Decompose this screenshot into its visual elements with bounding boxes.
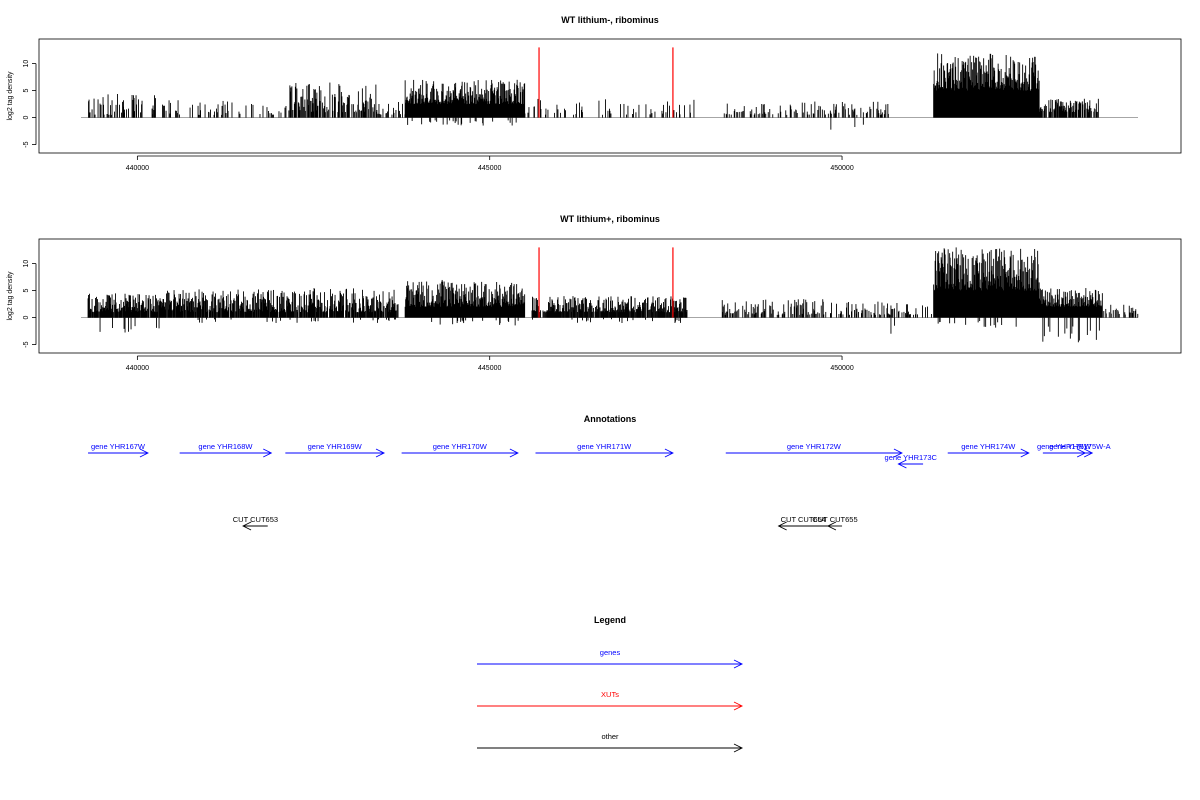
y-tick-label: 0 [23,316,30,320]
gene-label: gene YHR169W [308,442,363,451]
gene-label: gene YHR173C [885,453,938,462]
gene-arrow-head [664,448,674,458]
panel-1-marks: -5 0 5 10 440000 445000 450000 [23,47,1138,172]
gene-label: gene YHR175W-A [1049,442,1110,451]
annotations-title: Annotations [584,414,637,424]
gene-label: gene YHR167W [91,442,146,451]
x-tick-label: 440000 [126,165,149,172]
panel-2-title: WT lithium+, ribominus [560,214,660,224]
gene-arrow-head [1083,448,1094,458]
y-tick-label: 5 [23,89,30,93]
gene-arrow-head [1020,448,1030,458]
gene-label: gene YHR172W [787,442,842,451]
legend-label: other [601,732,619,741]
cut-arrow-head [777,521,787,531]
x-tick-label: 445000 [478,365,501,372]
legend-label: genes [600,648,621,657]
y-tick-label: 10 [23,260,30,268]
legend-arrow-head [733,701,744,711]
gene-label: gene YHR171W [577,442,632,451]
gene-arrow-head [897,459,907,469]
gene-label: gene YHR168W [198,442,253,451]
cut-label: CUT CUT653 [233,515,278,524]
x-tick-label: 450000 [830,165,853,172]
x-tick-label: 450000 [830,365,853,372]
gene-arrow-head [375,448,386,458]
annotation-tracks: gene YHR167W gene YHR168W gene YHR169W gene… [88,442,1111,531]
y-tick-label: 10 [23,60,30,68]
cut-arrow-head [242,521,252,531]
panel-1-title: WT lithium-, ribominus [561,15,659,25]
x-tick-label: 440000 [126,365,149,372]
gene-label: gene YHR174W [961,442,1016,451]
y-tick-label: 0 [23,116,30,120]
legend: genes XUTs other [477,648,744,753]
panel-2-ylabel: log2 tag density [7,271,14,321]
gene-arrow-head [509,448,519,458]
cut-label: CUT CUT655 [812,515,857,524]
x-tick-label: 445000 [478,165,501,172]
legend-arrow-head [733,743,744,753]
legend-arrow-head [733,659,744,669]
panel-2-frame [38,238,1182,354]
panel-2-marks: -5 0 5 10 440000 445000 450000 [23,247,1139,372]
cut-label: CUT CUT654 [781,515,826,524]
gene-label: gene YHR170W [433,442,488,451]
legend-label: XUTs [601,690,619,699]
gene-arrow-head [893,448,903,458]
y-tick-label: 5 [23,289,30,293]
panel-1-frame [38,38,1182,154]
cut-arrow-head [826,521,837,531]
y-tick-label: -5 [23,141,30,147]
panel-1-ylabel: log2 tag density [7,71,14,121]
gene-arrow-head [139,448,149,458]
y-tick-label: -5 [23,341,30,347]
legend-title: Legend [594,615,626,625]
gene-arrow-head [263,448,273,458]
gene-label: gene YHR175W [1037,442,1092,451]
